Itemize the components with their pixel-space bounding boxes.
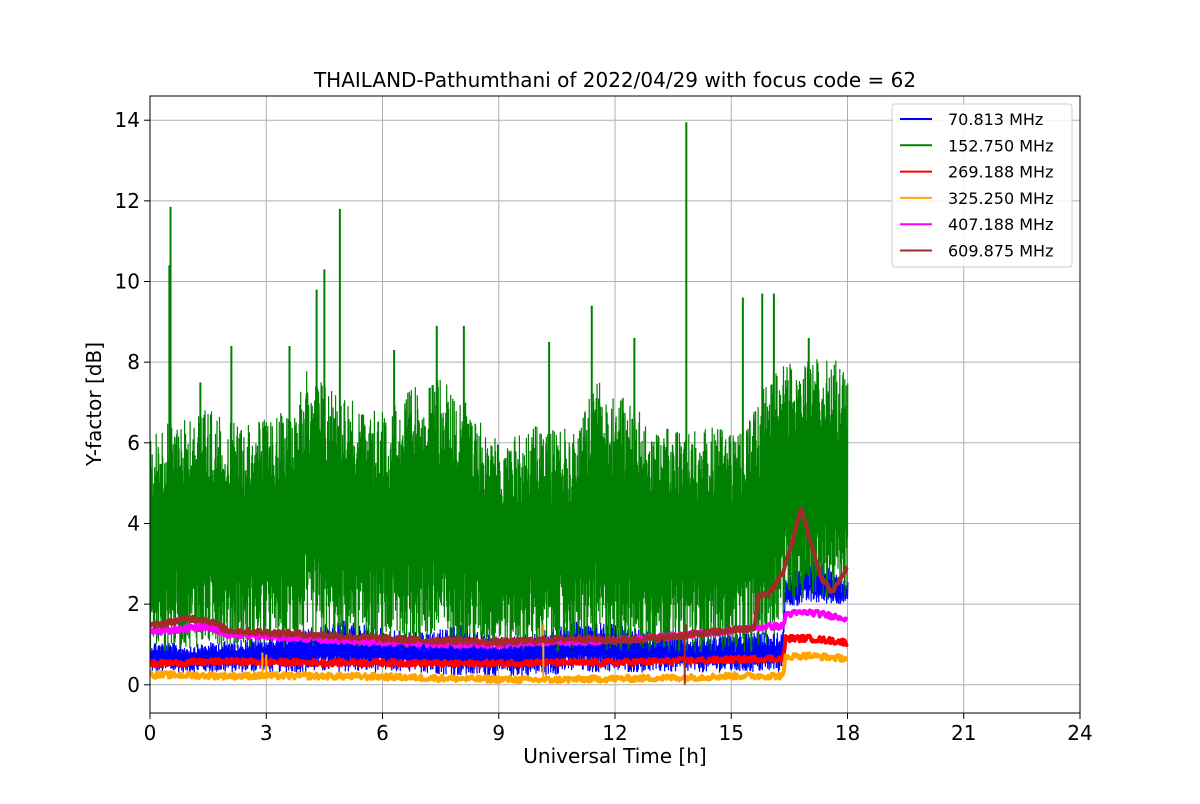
y-tick-label: 12 — [115, 189, 140, 213]
series-1 — [150, 122, 849, 653]
legend-box — [891, 103, 1073, 268]
legend-label: 407.188 MHz — [948, 215, 1053, 234]
legend-label: 269.188 MHz — [948, 163, 1053, 182]
series-5 — [150, 506, 849, 685]
chart-title: THAILAND-Pathumthani of 2022/04/29 with … — [313, 68, 916, 92]
y-tick-label: 4 — [127, 511, 140, 535]
y-tick-label: 2 — [127, 592, 140, 616]
y-tick-label: 14 — [115, 108, 140, 132]
legend: 70.813 MHz 152.750 MHz 269.188 MHz 325.250 … — [891, 103, 1073, 268]
x-tick-label: 3 — [260, 721, 273, 745]
x-tick-label: 12 — [602, 721, 627, 745]
x-tick-label: 24 — [1067, 721, 1092, 745]
legend-label: 609.875 MHz — [948, 242, 1053, 261]
legend-label: 152.750 MHz — [948, 136, 1053, 155]
y-axis-label: Y-factor [dB] — [82, 342, 106, 467]
y-tick-label: 0 — [127, 673, 140, 697]
x-tick-label: 21 — [951, 721, 976, 745]
legend-label: 325.250 MHz — [948, 189, 1053, 208]
x-tick-label: 6 — [376, 721, 389, 745]
x-tick-label: 0 — [144, 721, 157, 745]
y-axis: 0 2 4 6 8 10 12 14 — [115, 108, 150, 697]
x-tick-label: 15 — [719, 721, 744, 745]
y-tick-label: 10 — [115, 270, 140, 294]
legend-label: 70.813 MHz — [948, 110, 1043, 129]
x-tick-label: 9 — [492, 721, 505, 745]
x-axis-label: Universal Time [h] — [523, 744, 706, 768]
x-tick-label: 18 — [835, 721, 860, 745]
series-line — [150, 506, 849, 647]
y-tick-label: 6 — [127, 431, 140, 455]
series-band — [150, 359, 849, 653]
plot-area — [150, 122, 849, 685]
series-3 — [150, 624, 849, 685]
y-tick-label: 8 — [127, 350, 140, 374]
x-axis: 0 3 6 9 12 15 18 21 24 — [144, 713, 1093, 745]
